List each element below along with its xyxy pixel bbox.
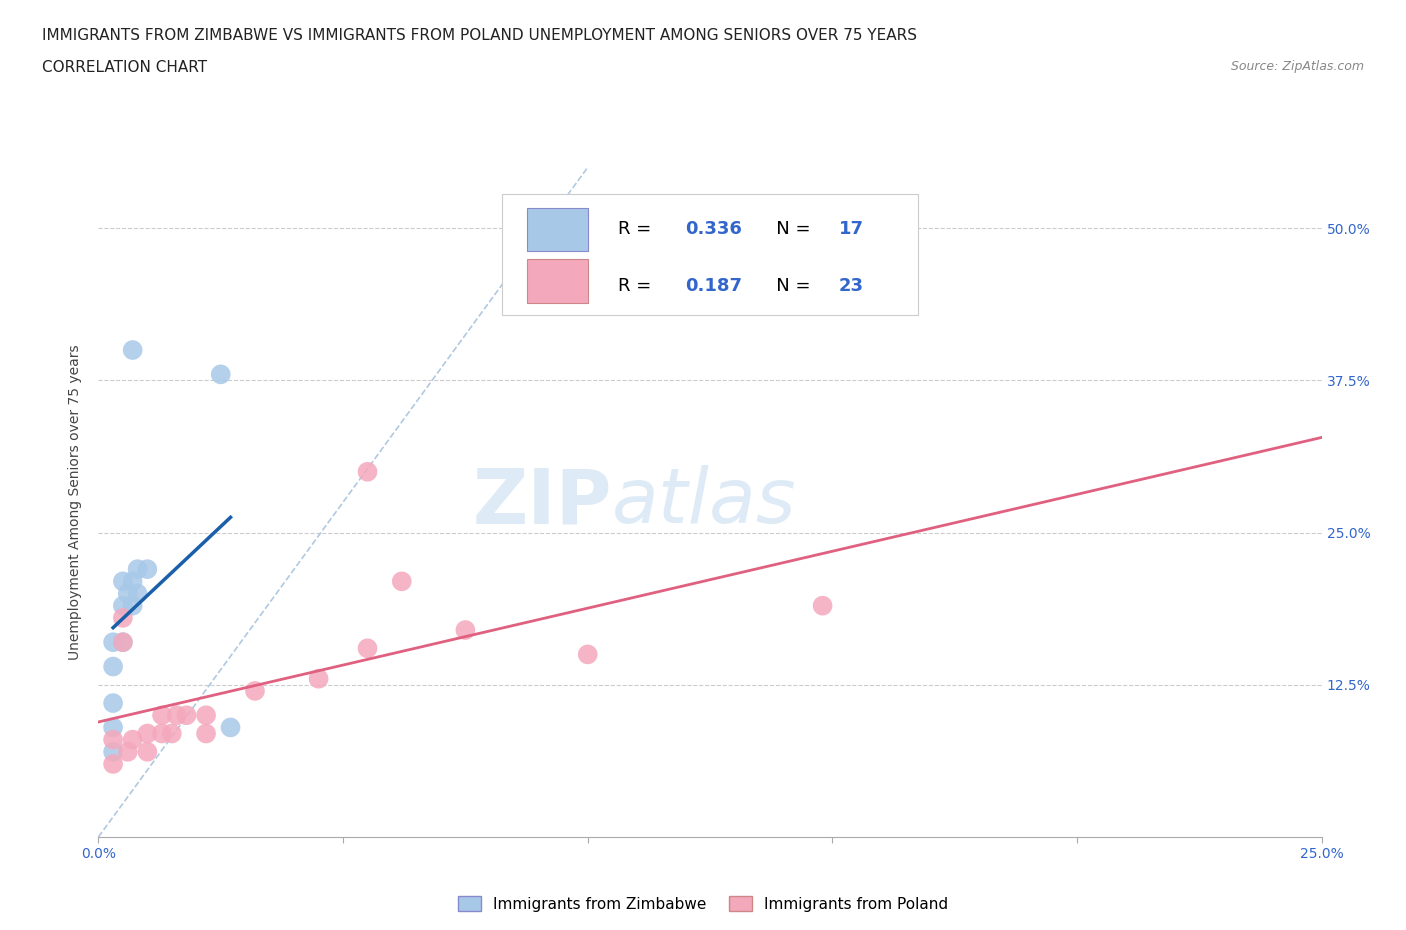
Point bbox=[121, 574, 143, 589]
Point bbox=[811, 598, 834, 613]
FancyBboxPatch shape bbox=[527, 259, 588, 302]
Point bbox=[101, 744, 124, 759]
Point bbox=[219, 720, 242, 735]
Point bbox=[101, 720, 124, 735]
Text: CORRELATION CHART: CORRELATION CHART bbox=[42, 60, 207, 75]
Point bbox=[136, 562, 159, 577]
Point bbox=[308, 671, 330, 686]
Point bbox=[209, 367, 232, 382]
Point bbox=[101, 696, 124, 711]
Text: R =: R = bbox=[619, 219, 657, 238]
Point bbox=[117, 586, 139, 601]
Point bbox=[101, 659, 124, 674]
Y-axis label: Unemployment Among Seniors over 75 years: Unemployment Among Seniors over 75 years bbox=[69, 344, 83, 660]
Point bbox=[111, 635, 134, 650]
Point bbox=[101, 756, 124, 771]
Point bbox=[121, 342, 143, 357]
Legend: Immigrants from Zimbabwe, Immigrants from Poland: Immigrants from Zimbabwe, Immigrants fro… bbox=[451, 889, 955, 918]
Point bbox=[454, 622, 477, 637]
Point bbox=[243, 684, 266, 698]
Point bbox=[111, 598, 134, 613]
Point bbox=[195, 708, 218, 723]
Text: atlas: atlas bbox=[612, 465, 797, 539]
Text: N =: N = bbox=[759, 276, 817, 295]
Point bbox=[150, 708, 173, 723]
Point bbox=[166, 708, 188, 723]
Text: ZIP: ZIP bbox=[472, 465, 612, 539]
Point bbox=[117, 744, 139, 759]
Point bbox=[356, 464, 378, 479]
Text: IMMIGRANTS FROM ZIMBABWE VS IMMIGRANTS FROM POLAND UNEMPLOYMENT AMONG SENIORS OV: IMMIGRANTS FROM ZIMBABWE VS IMMIGRANTS F… bbox=[42, 28, 917, 43]
Point bbox=[391, 574, 413, 589]
Point bbox=[136, 726, 159, 741]
Point bbox=[150, 726, 173, 741]
FancyBboxPatch shape bbox=[527, 207, 588, 251]
Point bbox=[111, 574, 134, 589]
Point bbox=[111, 610, 134, 625]
Point bbox=[136, 744, 159, 759]
Point bbox=[195, 726, 218, 741]
Point bbox=[160, 726, 183, 741]
Point bbox=[127, 586, 149, 601]
Point bbox=[121, 598, 143, 613]
Point bbox=[576, 647, 599, 662]
Point bbox=[127, 562, 149, 577]
Text: 0.187: 0.187 bbox=[686, 276, 742, 295]
Point bbox=[121, 732, 143, 747]
Text: R =: R = bbox=[619, 276, 657, 295]
Text: 17: 17 bbox=[838, 219, 863, 238]
Point bbox=[101, 635, 124, 650]
Text: 0.336: 0.336 bbox=[686, 219, 742, 238]
Text: N =: N = bbox=[759, 219, 817, 238]
Text: 23: 23 bbox=[838, 276, 863, 295]
Text: Source: ZipAtlas.com: Source: ZipAtlas.com bbox=[1230, 60, 1364, 73]
Point bbox=[356, 641, 378, 656]
FancyBboxPatch shape bbox=[502, 194, 918, 314]
Point bbox=[111, 635, 134, 650]
Point bbox=[101, 732, 124, 747]
Point bbox=[176, 708, 198, 723]
